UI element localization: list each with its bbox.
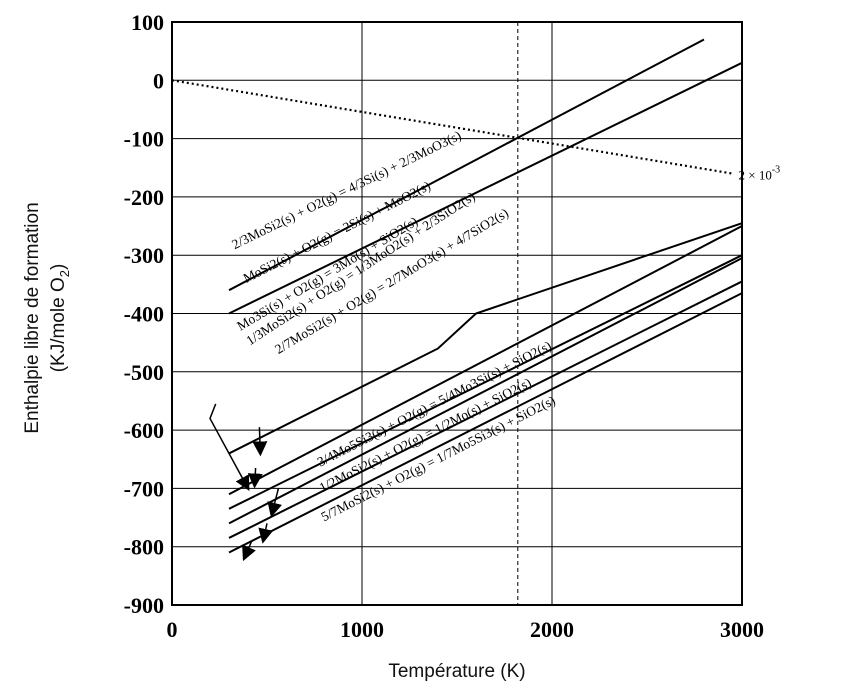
y-axis-title-line1: Enthalpie libre de formation <box>22 202 43 433</box>
plot-border <box>171 21 743 606</box>
pointer-arrow-5 <box>258 523 274 544</box>
dotted-line-label: 2 × 10-3 <box>739 165 781 183</box>
pointer-arrow-1 <box>209 403 250 492</box>
y-tick-label: -300 <box>124 243 164 268</box>
y-axis-title-text: (KJ/mole O <box>48 277 69 372</box>
y-tick-label: -100 <box>124 127 164 152</box>
y-tick-label: -500 <box>124 360 164 385</box>
pointer-arrow-4 <box>267 488 282 518</box>
series-line-1 <box>228 38 705 292</box>
tick-labels: 1000-100-200-300-400-500-600-700-800-900… <box>124 10 764 642</box>
series-line-2 <box>228 61 743 315</box>
y-axis-title-text: ) <box>48 264 69 270</box>
y-tick-label: -800 <box>124 535 164 560</box>
pointer-arrow-2 <box>252 427 268 457</box>
y-tick-label: 0 <box>153 68 164 93</box>
series-line-6 <box>228 257 743 525</box>
x-tick-label: 3000 <box>720 617 764 642</box>
pointer-arrows <box>209 403 282 562</box>
axis-titles: Température (K) Enthalpie libre de format… <box>22 202 526 682</box>
y-tick-label: -700 <box>124 476 164 501</box>
dotted-line-label-exponent: -3 <box>772 165 780 176</box>
series-line-8 <box>228 292 743 554</box>
y-tick-label: 100 <box>131 10 164 35</box>
y-axis-title-line2: (KJ/mole O2) <box>48 264 72 373</box>
series-line-3 <box>228 222 743 455</box>
series-lines: 2 × 10-3 <box>171 38 781 554</box>
y-tick-label: -600 <box>124 418 164 443</box>
x-tick-label: 1000 <box>340 617 384 642</box>
series-line-5 <box>228 254 743 510</box>
dotted-line <box>171 79 733 175</box>
series-line-4 <box>228 225 743 496</box>
x-axis-title: Température (K) <box>388 661 525 682</box>
x-tick-label: 0 <box>167 617 178 642</box>
y-tick-label: -900 <box>124 593 164 618</box>
plot-frame <box>171 21 743 606</box>
y-tick-label: -200 <box>124 185 164 210</box>
y-axis-title-subscript: 2 <box>57 270 72 277</box>
y-tick-label: -400 <box>124 302 164 327</box>
x-tick-label: 2000 <box>530 617 574 642</box>
pointer-arrow-3 <box>247 467 263 489</box>
reaction-labels: 2/3MoSi2(s) + O2(g) = 4/3Si(s) + 2/3MoO3… <box>229 128 557 525</box>
pointer-arrow-6 <box>242 540 256 562</box>
series-line-7 <box>228 280 743 539</box>
